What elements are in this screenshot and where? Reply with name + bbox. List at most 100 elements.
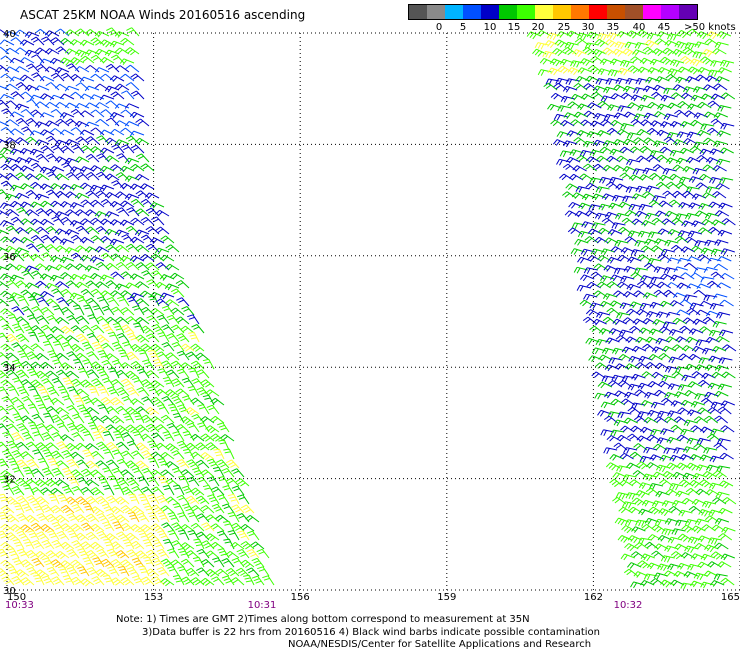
wind-barb [111,449,125,460]
wind-barb [666,33,681,41]
wind-barb [676,282,691,290]
wind-barb [26,495,40,505]
wind-barb [71,485,85,496]
wind-barb [125,316,140,325]
wind-barb [131,485,145,496]
wind-barb [85,209,100,217]
wind-barb [126,566,140,577]
wind-barb [719,177,734,184]
wind-barb [0,370,10,379]
wind-barb [120,486,135,496]
wind-barb [0,94,15,100]
wind-barb [130,90,145,100]
wind-barb [188,367,200,379]
wind-barb [702,470,717,480]
wind-barb [622,317,637,325]
wind-barb [121,432,135,442]
wind-barb [65,298,80,307]
wind-barb [696,31,712,40]
wind-barb [56,422,70,433]
wind-barb [135,298,150,307]
wind-barb [663,136,678,145]
wind-barb [217,422,230,433]
wind-barb [171,378,185,388]
wind-barb [700,123,715,131]
wind-barb [100,396,115,406]
wind-barb [59,201,75,208]
wind-barb [106,27,120,37]
wind-barb [225,551,240,559]
wind-barb [105,244,120,253]
wind-barb [638,327,654,335]
wind-barb [69,39,85,46]
wind-barb [75,532,90,541]
wind-barb [713,112,728,120]
wind-barb [56,441,70,451]
wind-barb [91,576,105,586]
wind-barb [672,190,687,199]
wind-barb [60,38,75,46]
wind-barb [156,566,170,577]
wind-barb [100,558,115,568]
wind-barb [698,203,713,210]
wind-barb [704,415,719,424]
wind-barb [577,103,592,111]
wind-barb [664,545,679,553]
wind-barb [698,509,713,517]
wind-barb [574,210,590,218]
wind-barb [623,291,638,298]
wind-barb [145,207,160,217]
wind-barb [74,281,90,289]
wind-barb [71,144,85,154]
wind-barb [15,316,30,325]
wind-barb [704,212,720,220]
wind-barb [67,386,80,397]
wind-barb [60,541,75,550]
wind-barb [15,333,30,343]
wind-barb [135,262,150,271]
wind-barb [29,94,45,101]
wind-barb [84,121,100,128]
wind-barb [577,256,592,264]
wind-barb [76,459,90,469]
wind-barb [172,574,185,586]
wind-barb [77,566,90,577]
wind-barb [17,350,30,361]
wind-barb [46,153,60,163]
wind-barb [0,423,10,433]
wind-barb [628,174,644,181]
wind-barb [80,578,95,587]
wind-barb [112,521,125,532]
wind-barb [674,41,689,49]
wind-barb [100,198,115,208]
wind-barb [85,549,100,559]
wind-barb [120,271,135,280]
wind-barb [143,556,155,568]
wind-barb [150,432,165,442]
wind-barb [633,137,648,145]
wind-barb [190,487,205,496]
wind-barb [609,148,624,156]
wind-barb [689,302,704,310]
wind-barb [30,36,45,46]
wind-barb [99,165,115,173]
wind-barb [630,118,645,127]
wind-barb [675,157,691,165]
wind-barb [677,407,692,415]
wind-barb [712,48,727,55]
wind-barb [681,497,697,505]
wind-barb [126,332,140,343]
wind-barb [251,575,265,586]
wind-barb [630,56,645,64]
wind-barb [155,442,170,451]
wind-barb [0,352,10,361]
wind-barb [223,448,235,460]
wind-barb [675,462,691,471]
wind-barb [661,218,676,226]
wind-barb [0,73,15,82]
wind-barb [717,406,732,415]
wind-barb [654,210,670,218]
wind-barb [70,469,85,478]
wind-barb [0,202,15,210]
